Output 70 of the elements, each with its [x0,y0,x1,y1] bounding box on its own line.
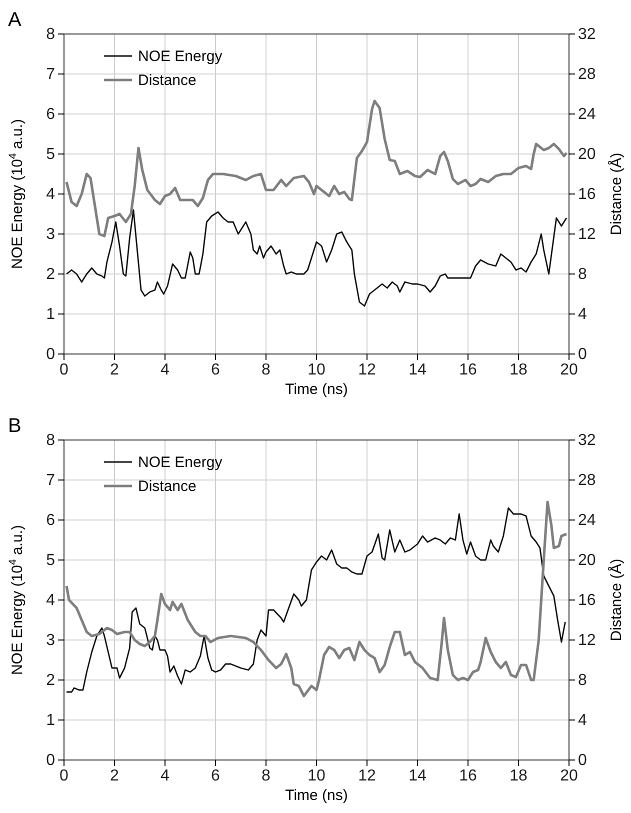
y2-tick-label: 12 [578,632,596,650]
x-tick-label: 16 [459,361,477,378]
y2-tick-label: 4 [578,306,587,324]
legend-label: Distance [138,72,196,89]
line-series [65,100,568,238]
y2-tick-label: 8 [578,266,587,284]
x-tick-label: 6 [211,361,220,378]
chart-title: B [8,415,22,437]
y-tick-label: 7 [46,472,56,490]
y-tick-label: 4 [46,186,56,204]
y-tick-label: 8 [46,26,56,44]
y2-axis-title: Distance (Å) [607,152,625,236]
x-tick-label: 8 [262,767,271,784]
y2-tick-label: 32 [578,432,596,450]
y2-tick-label: 20 [578,146,596,164]
x-tick-label: 18 [510,361,528,378]
y2-tick-label: 20 [578,552,596,570]
x-tick-label: 10 [308,767,326,784]
x-axis-title: Time (ns) [285,381,348,398]
x-tick-label: 18 [510,767,528,784]
y-tick-label: 6 [46,106,56,124]
x-tick-label: 6 [211,767,220,784]
x-tick-label: 8 [262,361,271,378]
y2-tick-label: 12 [578,226,596,244]
y-tick-label: 2 [46,266,56,284]
y-tick-label: 5 [46,552,56,570]
y-tick-label: 3 [46,226,56,244]
y2-tick-label: 0 [578,346,587,364]
y2-tick-label: 28 [578,66,596,84]
x-tick-label: 4 [160,361,170,378]
y-tick-label: 3 [46,632,56,650]
legend-label: Distance [138,478,196,495]
y2-tick-label: 16 [578,592,596,610]
x-tick-label: 20 [560,361,578,378]
x-tick-label: 10 [308,361,326,378]
x-axis-title: Time (ns) [285,787,348,804]
y2-tick-label: 4 [578,712,587,730]
line-series [66,209,568,307]
y2-tick-label: 24 [578,512,596,530]
x-tick-label: 14 [408,767,426,784]
y2-tick-label: 28 [578,472,596,490]
legend-label: NOE Energy [138,454,223,471]
y2-tick-label: 32 [578,26,596,44]
x-tick-label: 12 [358,767,376,784]
y-tick-label: 0 [46,752,56,770]
x-tick-label: 0 [60,361,69,378]
y-tick-label: 8 [46,432,56,450]
chart-title: A [8,9,22,31]
x-tick-label: 12 [358,361,376,378]
x-tick-label: 16 [459,767,477,784]
legend-label: NOE Energy [138,48,223,65]
x-tick-label: 2 [110,767,120,784]
y-tick-label: 7 [46,66,56,84]
y2-tick-label: 0 [578,752,587,770]
y2-tick-label: 24 [578,106,596,124]
y-tick-label: 2 [46,672,56,690]
y-tick-label: 4 [46,592,56,610]
y2-tick-label: 8 [578,672,587,690]
y-tick-label: 0 [46,346,56,364]
y-tick-label: 5 [46,146,56,164]
x-tick-label: 4 [160,767,170,784]
x-tick-label: 0 [60,767,69,784]
y2-tick-label: 16 [578,186,596,204]
y2-axis-title: Distance (Å) [607,558,625,642]
y-tick-label: 1 [46,712,56,730]
x-tick-label: 20 [560,767,578,784]
y-tick-label: 1 [46,306,56,324]
y-tick-label: 6 [46,512,56,530]
x-tick-label: 14 [408,361,426,378]
x-tick-label: 2 [110,361,120,378]
